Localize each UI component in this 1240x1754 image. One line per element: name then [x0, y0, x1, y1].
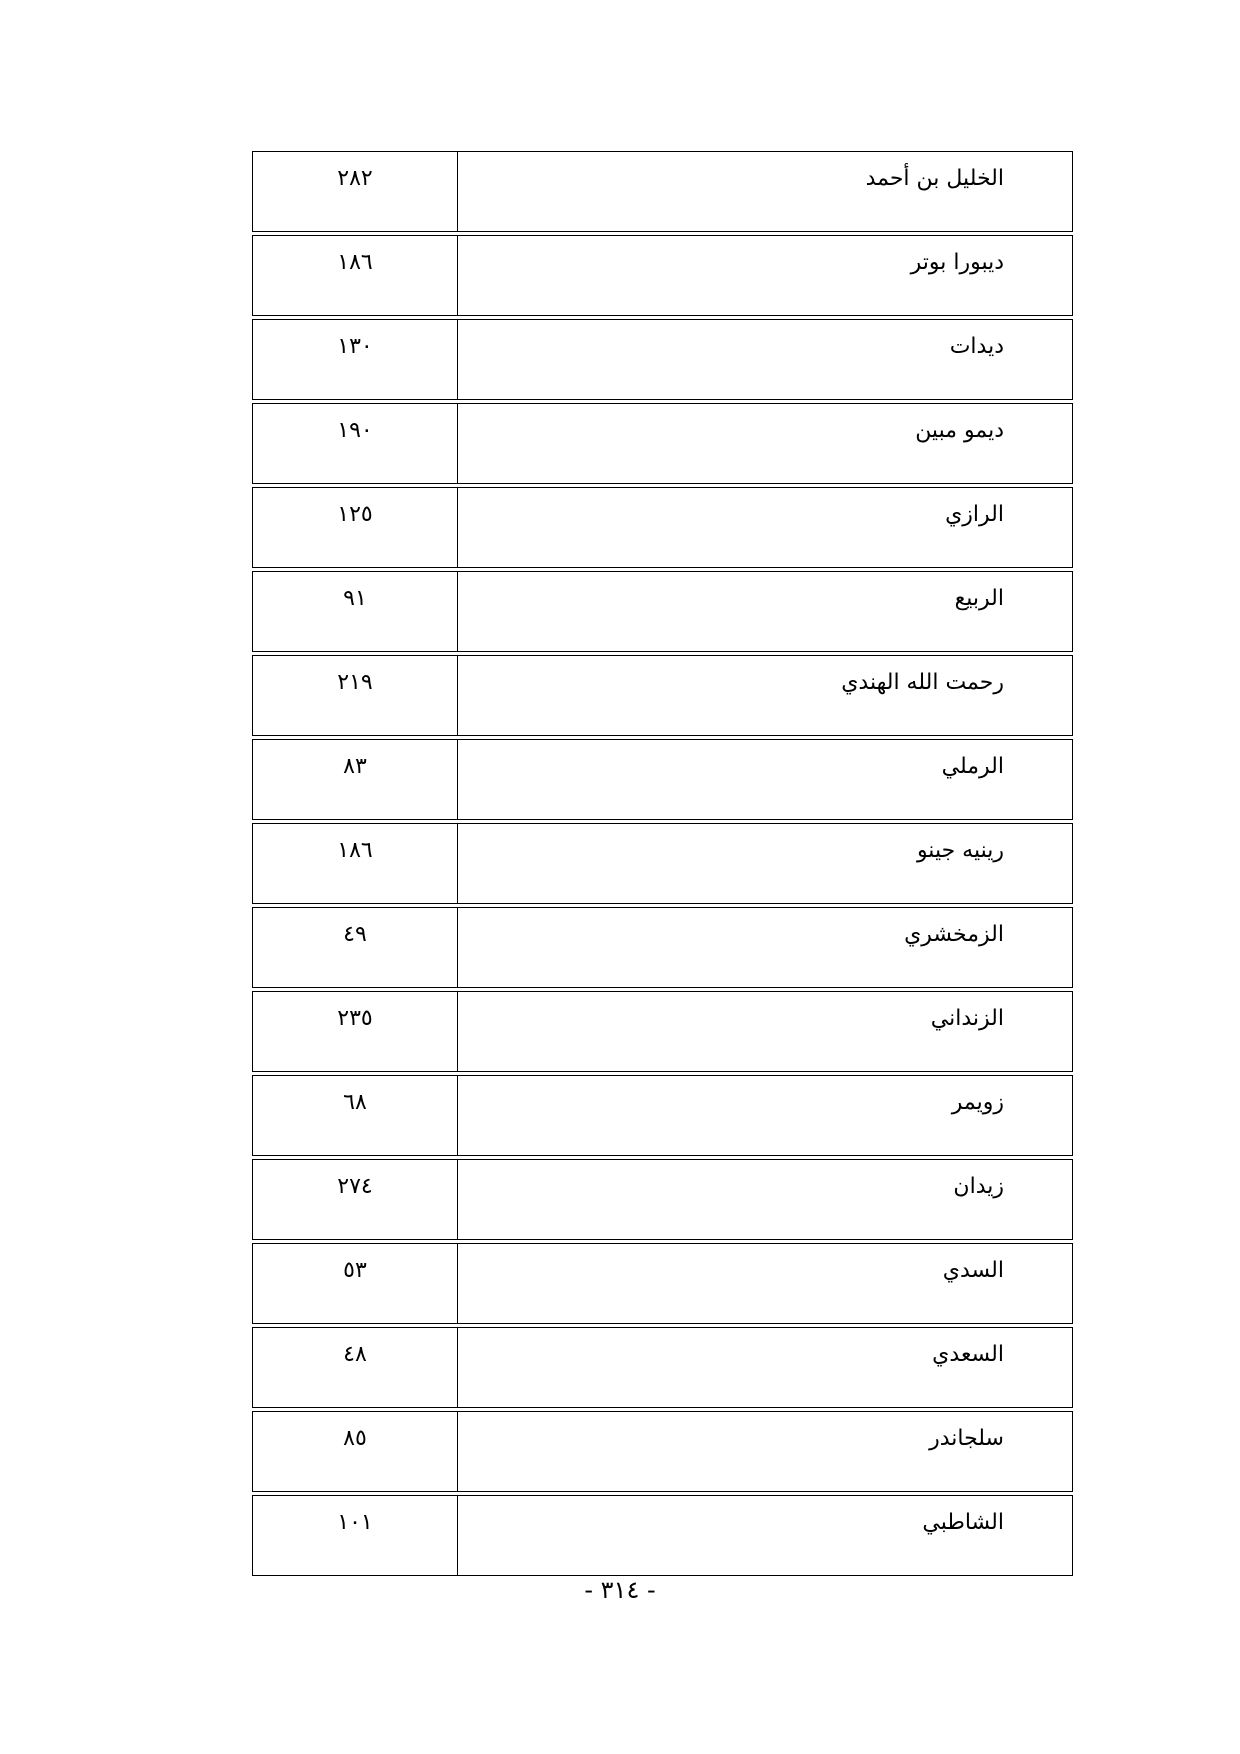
page-ref: ٩١ — [253, 572, 458, 651]
table-row: ١٨٦ ديبورا بوتر — [252, 235, 1073, 316]
index-name: زيدان — [953, 1174, 1004, 1199]
table-row: ٢٨٢ الخليل بن أحمد — [252, 151, 1073, 232]
table-row: ٨٣ الرملي — [252, 739, 1073, 820]
table-row: ٢٣٥ الزنداني — [252, 991, 1073, 1072]
table-row: ٩١ الربيع — [252, 571, 1073, 652]
page-ref: ١٠١ — [253, 1496, 458, 1575]
table-row: ١٠١ الشاطبي — [252, 1495, 1073, 1576]
table-row: ٤٩ الزمخشري — [252, 907, 1073, 988]
index-name: رحمت الله الهندي — [841, 670, 1004, 695]
page-ref: ٢١٩ — [253, 656, 458, 735]
index-name: الزمخشري — [904, 922, 1004, 947]
page-ref: ٢٨٢ — [253, 152, 458, 231]
page-ref: ١٨٦ — [253, 824, 458, 903]
page-ref: ١٩٠ — [253, 404, 458, 483]
table-row: ٨٥ سلجاندر — [252, 1411, 1073, 1492]
page-ref: ٦٨ — [253, 1076, 458, 1155]
page-ref: ٢٧٤ — [253, 1160, 458, 1239]
index-name: ديبورا بوتر — [910, 250, 1004, 275]
page-ref: ٥٣ — [253, 1244, 458, 1323]
table-row: ٢١٩ رحمت الله الهندي — [252, 655, 1073, 736]
page-ref: ٨٥ — [253, 1412, 458, 1491]
index-name: الشاطبي — [922, 1510, 1004, 1535]
table-row: ٢٧٤ زيدان — [252, 1159, 1073, 1240]
index-name: السعدي — [932, 1342, 1004, 1367]
index-name: ديمو مبين — [915, 418, 1004, 443]
page-ref: ٨٣ — [253, 740, 458, 819]
index-name: السدي — [942, 1258, 1004, 1283]
index-table: ٢٨٢ الخليل بن أحمد ١٨٦ ديبورا بوتر ١٣٠ ديدات ١… — [252, 151, 1073, 1579]
page-ref: ١٢٥ — [253, 488, 458, 567]
page-number: - ٣١٤ - — [584, 1576, 656, 1604]
index-name: الخليل بن أحمد — [865, 166, 1004, 191]
table-row: ٤٨ السعدي — [252, 1327, 1073, 1408]
table-row: ١٣٠ ديدات — [252, 319, 1073, 400]
index-name: الربيع — [954, 586, 1004, 611]
index-name: الزنداني — [930, 1006, 1004, 1031]
index-name: سلجاندر — [929, 1426, 1004, 1451]
table-row: ٦٨ زويمر — [252, 1075, 1073, 1156]
index-name: الرازي — [945, 502, 1004, 527]
page-ref: ١٨٦ — [253, 236, 458, 315]
index-name: ديدات — [949, 334, 1004, 359]
index-name: رينيه جينو — [916, 838, 1004, 863]
table-row: ١٢٥ الرازي — [252, 487, 1073, 568]
table-row: ١٨٦ رينيه جينو — [252, 823, 1073, 904]
table-row: ٥٣ السدي — [252, 1243, 1073, 1324]
page-ref: ٤٨ — [253, 1328, 458, 1407]
page-ref: ٤٩ — [253, 908, 458, 987]
index-name: الرملي — [941, 754, 1004, 779]
table-row: ١٩٠ ديمو مبين — [252, 403, 1073, 484]
index-name: زويمر — [951, 1090, 1004, 1115]
page-ref: ٢٣٥ — [253, 992, 458, 1071]
page-ref: ١٣٠ — [253, 320, 458, 399]
